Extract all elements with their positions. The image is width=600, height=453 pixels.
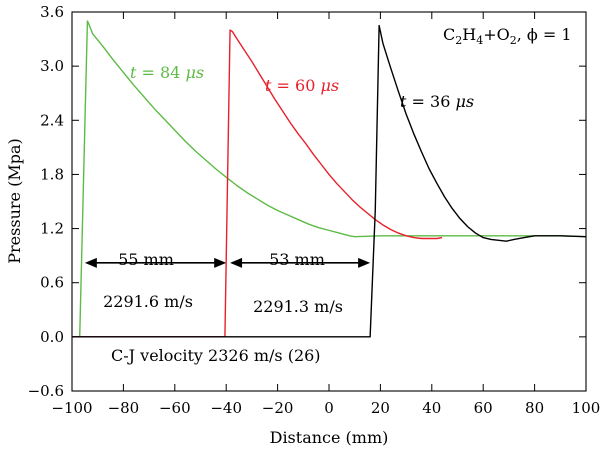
x-tick-label: −80 <box>108 399 140 417</box>
x-tick-label: −60 <box>159 399 191 417</box>
y-tick-label: −0.6 <box>28 382 64 400</box>
x-tick-label: −20 <box>262 399 294 417</box>
x-tick-label: 60 <box>474 399 493 417</box>
mixture-c-sub: 2 <box>455 34 462 47</box>
y-tick-label: 3.6 <box>40 3 64 21</box>
x-tick-label: 100 <box>572 399 600 417</box>
annotation-gap2-velocity: 2291.3 m/s <box>253 297 343 316</box>
x-ticks: −100 −80 −60 −40 −20 0 20 40 60 80 100 <box>51 12 600 417</box>
annotation-cj-velocity: C-J velocity 2326 m/s (26) <box>111 346 321 365</box>
arrowhead-left-1 <box>84 257 97 268</box>
series-label-84-t: t <box>130 63 137 82</box>
annotation-gap1-velocity: 2291.6 m/s <box>103 292 193 311</box>
series-label-60-eq: = 60 <box>271 76 320 95</box>
series-label-36: t = 36 μs <box>400 92 474 111</box>
series-lines <box>72 20 587 338</box>
mixture-h: H <box>462 25 476 44</box>
x-tick-label: −100 <box>51 399 92 417</box>
arrowhead-right-2 <box>358 257 371 268</box>
mixture-h-sub: 4 <box>476 34 483 47</box>
x-tick-label: 40 <box>422 399 441 417</box>
y-tick-label: 3.0 <box>40 57 64 75</box>
x-tick-label: −40 <box>210 399 242 417</box>
annotation-gap2-distance: 53 mm <box>269 250 325 269</box>
arrowhead-right-1 <box>214 257 227 268</box>
annotation-gap1-distance: 55 mm <box>118 250 174 269</box>
series-label-60-t: t <box>265 76 272 95</box>
arrowhead-left-2 <box>230 257 243 268</box>
x-tick-label: 20 <box>371 399 390 417</box>
y-axis-label: Pressure (Mpa) <box>5 138 24 263</box>
series-label-36-eq: = 36 <box>406 92 455 111</box>
mixture-label: C2H4+O2, ϕ = 1 <box>443 25 572 47</box>
series-84us-line <box>79 20 587 337</box>
arrows <box>84 257 371 268</box>
series-label-36-unit: μs <box>455 92 474 111</box>
series-label-60-unit: μs <box>320 76 339 95</box>
y-tick-label: 2.4 <box>40 111 64 129</box>
mixture-phi: , ϕ = 1 <box>517 25 572 44</box>
x-tick-label: 0 <box>324 399 334 417</box>
y-tick-label: 1.8 <box>40 165 64 183</box>
mixture-o-sub: 2 <box>510 34 517 47</box>
y-ticks: −0.6 0.0 0.6 1.2 1.8 2.4 3.0 3.6 <box>28 3 586 400</box>
mixture-c: C <box>443 25 455 44</box>
x-axis-label: Distance (mm) <box>270 428 389 447</box>
series-label-84: t = 84 μs <box>130 63 204 82</box>
y-tick-label: 0.6 <box>40 274 64 292</box>
y-tick-label: 0.0 <box>40 328 64 346</box>
y-tick-label: 1.2 <box>40 220 64 238</box>
series-label-84-unit: μs <box>185 63 204 82</box>
series-label-84-eq: = 84 <box>136 63 185 82</box>
x-tick-label: 80 <box>525 399 544 417</box>
mixture-rest: +O <box>483 25 510 44</box>
series-36us-line <box>72 24 587 338</box>
series-label-60: t = 60 μs <box>265 76 339 95</box>
series-label-36-t: t <box>400 92 407 111</box>
series-60us-line <box>72 29 443 338</box>
